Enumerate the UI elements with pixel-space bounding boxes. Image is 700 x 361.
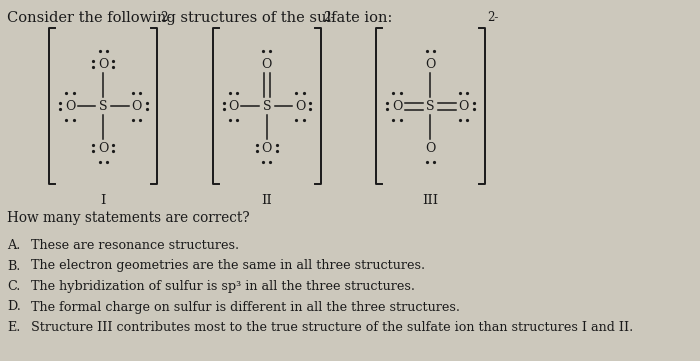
Text: O: O [98, 142, 108, 155]
Text: 2-: 2- [487, 11, 498, 24]
Text: Consider the following structures of the sulfate ion:: Consider the following structures of the… [7, 11, 393, 25]
Text: I: I [101, 194, 106, 207]
Text: E.: E. [7, 321, 20, 334]
Text: D.: D. [7, 300, 21, 313]
Text: O: O [425, 142, 435, 155]
Text: S: S [262, 100, 271, 113]
Text: C.: C. [7, 280, 20, 293]
Text: 2-: 2- [160, 11, 172, 24]
Text: II: II [261, 194, 272, 207]
Text: S: S [99, 100, 108, 113]
Text: O: O [228, 100, 239, 113]
Text: O: O [65, 100, 75, 113]
Text: How many statements are correct?: How many statements are correct? [7, 211, 250, 225]
Text: B.: B. [7, 260, 20, 273]
Text: The electron geometries are the same in all three structures.: The electron geometries are the same in … [32, 260, 426, 273]
Text: III: III [422, 194, 438, 207]
Text: O: O [262, 142, 272, 155]
Text: O: O [132, 100, 141, 113]
Text: O: O [425, 57, 435, 70]
Text: A.: A. [7, 239, 20, 252]
Text: O: O [458, 100, 469, 113]
Text: O: O [98, 57, 108, 70]
Text: 2-: 2- [323, 11, 335, 24]
Text: O: O [295, 100, 305, 113]
Text: Structure III contributes most to the true structure of the sulfate ion than str: Structure III contributes most to the tr… [32, 321, 634, 334]
Text: The formal charge on sulfur is different in all the three structures.: The formal charge on sulfur is different… [32, 300, 461, 313]
Text: The hybridization of sulfur is sp³ in all the three structures.: The hybridization of sulfur is sp³ in al… [32, 280, 416, 293]
Text: O: O [262, 57, 272, 70]
Text: S: S [426, 100, 435, 113]
Text: These are resonance structures.: These are resonance structures. [32, 239, 239, 252]
Text: O: O [392, 100, 402, 113]
